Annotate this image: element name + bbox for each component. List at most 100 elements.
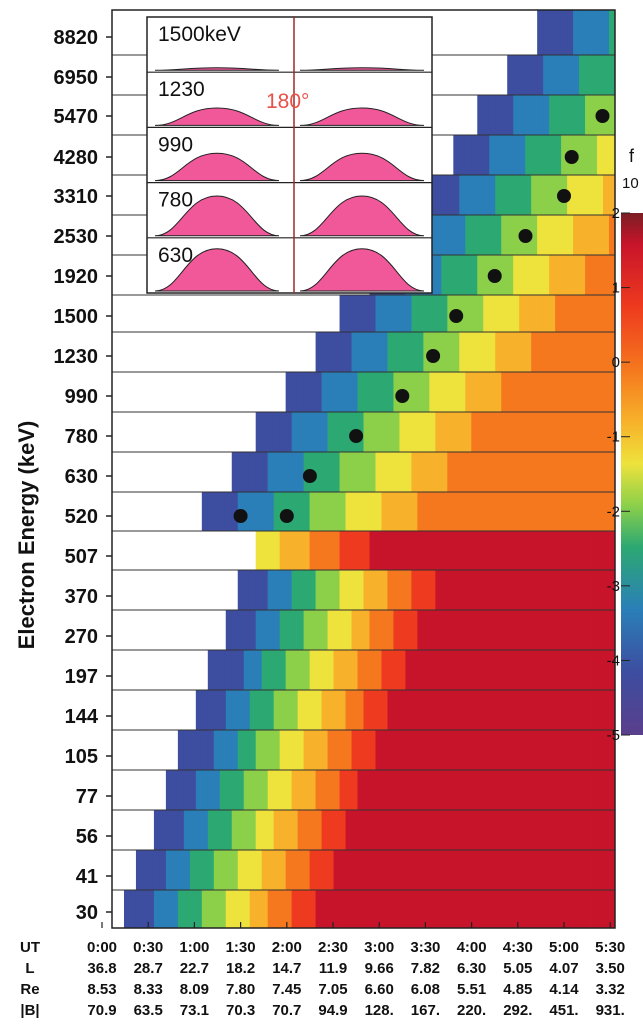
heatmap-cell [609,55,616,95]
heatmap-cell [519,770,526,810]
heatmap-cell [579,770,586,810]
heatmap-cell [531,690,538,730]
heatmap-cell [465,452,472,492]
heatmap-cell [429,295,436,332]
heatmap-cell [279,531,287,570]
heatmap-cell [327,372,334,412]
heatmap-cell [405,531,412,570]
heatmap-cell [351,295,358,332]
heatmap-cell [339,770,346,810]
heatmap-cell [423,690,430,730]
heatmap-cell [453,770,460,810]
heatmap-cell [591,332,598,372]
heatmap-cell [165,890,173,928]
heatmap-cell [585,372,592,412]
heatmap-cell [513,175,520,215]
heatmap-cell [555,770,562,810]
heatmap-cell [291,850,299,890]
heatmap-cell [213,730,221,770]
heatmap-cell [495,372,502,412]
heatmap-cell [225,492,233,531]
heatmap-cell [561,770,568,810]
heatmap-cell [255,650,263,690]
heatmap-cell [243,730,251,770]
heatmap-cell [321,610,328,650]
heatmap-cell [495,810,502,850]
heatmap-cell [591,850,598,890]
heatmap-cell [525,452,532,492]
heatmap-cell [525,610,532,650]
heatmap-cell [609,810,616,850]
heatmap-cell [435,255,442,295]
y-tick-label: 6950 [54,67,99,89]
heatmap-cell [393,332,400,372]
heatmap-cell [483,570,490,610]
heatmap-cell [567,770,574,810]
y-tick-label: 197 [65,666,98,688]
heatmap-cell [357,730,364,770]
heatmap-cell [375,492,382,531]
heatmap-cell [447,810,454,850]
heatmap-cell [309,531,316,570]
time-axis-value: 451. [549,1002,578,1019]
heatmap-cell [537,135,544,175]
heatmap-cell [603,770,610,810]
heatmap-cell [507,610,514,650]
heatmap-cell [171,810,179,850]
heatmap-cell [477,730,484,770]
heatmap-cell [483,332,490,372]
heatmap-cell [573,452,580,492]
heatmap-cell [459,255,466,295]
heatmap-cell [483,412,490,452]
colorbar-gradient [621,213,643,735]
heatmap-cell [561,215,568,255]
heatmap-cell [261,570,269,610]
heatmap-cell [237,570,245,610]
heatmap-cell [309,650,316,690]
heatmap-cell [393,570,400,610]
heatmap-cell [441,570,448,610]
heatmap-cell [249,810,257,850]
heatmap-cell [387,810,394,850]
heatmap-cell [609,175,616,215]
heatmap-cell [369,332,376,372]
heatmap-cell [225,770,233,810]
heatmap-cell [465,570,472,610]
heatmap-cell [231,610,239,650]
heatmap-cell [279,412,287,452]
heatmap-cell [213,890,221,928]
heatmap-cell [423,570,430,610]
heatmap-cell [279,690,287,730]
heatmap-cell [603,850,610,890]
heatmap-cell [411,690,418,730]
heatmap-cell [597,492,604,531]
heatmap-cell [255,412,263,452]
heatmap-cell [285,650,293,690]
heatmap-cell [591,175,598,215]
heatmap-cell [591,10,598,55]
time-axis-value: 8.33 [134,981,163,998]
heatmap-cell [465,175,472,215]
heatmap-cell [261,610,269,650]
heatmap-cell [609,570,616,610]
heatmap-cell [585,175,592,215]
heatmap-cell [609,10,616,55]
time-axis-value: 94.9 [318,1002,347,1019]
colorbar: f 10 210-1-2-3-4-5 [607,146,643,744]
heatmap-cell [255,770,263,810]
heatmap-cell [387,295,394,332]
y-tick-label: 41 [76,866,98,888]
heatmap-cell [279,890,287,928]
heatmap-cell [525,412,532,452]
heatmap-cell [531,372,538,412]
heatmap-cell [555,531,562,570]
heatmap-cell [309,690,316,730]
heatmap-cell [453,332,460,372]
heatmap-cell [333,690,340,730]
heatmap-cell [429,372,436,412]
heatmap-cell [513,452,520,492]
heatmap-cell [141,850,149,890]
heatmap-cell [453,890,460,928]
heatmap-cell [225,690,233,730]
heatmap-cell [405,770,412,810]
